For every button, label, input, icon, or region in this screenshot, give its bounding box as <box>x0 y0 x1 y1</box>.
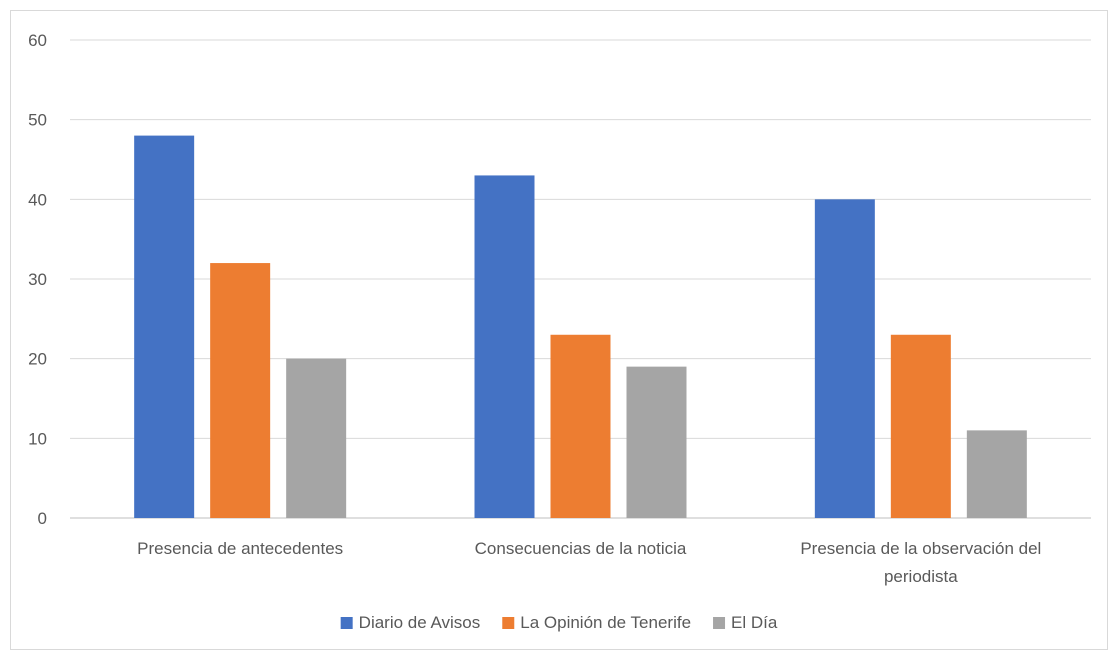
y-tick-label: 40 <box>28 190 47 209</box>
bar-el-d-a-1 <box>286 358 347 518</box>
y-tick-label: 20 <box>28 350 47 369</box>
bars <box>134 135 1027 519</box>
legend-swatch <box>713 617 726 629</box>
legend: Diario de Avisos La Opinión de Tenerife El… <box>340 613 778 632</box>
legend-label: El Día <box>731 613 778 632</box>
y-tick-label: 50 <box>28 111 47 130</box>
legend-item: Diario de Avisos <box>340 613 481 632</box>
y-tick-label: 60 <box>28 31 47 50</box>
bar-diario-de-avisos-3 <box>814 199 875 519</box>
y-tick-label: 30 <box>28 270 47 289</box>
legend-item: La Opinión de Tenerife <box>502 613 691 632</box>
legend-swatch <box>340 617 353 629</box>
bar-diario-de-avisos-1 <box>134 135 195 518</box>
bar-la-opini-n-de-tenerife-3 <box>890 334 951 518</box>
bar-diario-de-avisos-2 <box>474 175 535 518</box>
x-category-label: Consecuencias de la noticia <box>475 539 687 558</box>
y-axis-ticks: 0 10 20 30 40 50 60 <box>28 31 47 528</box>
bar-el-d-a-3 <box>966 430 1027 518</box>
legend-label: La Opinión de Tenerife <box>520 613 691 632</box>
bar-el-d-a-2 <box>626 366 687 518</box>
x-axis-categories: Presencia de antecedentes Consecuencias d… <box>137 539 1041 586</box>
legend-item: El Día <box>713 613 778 632</box>
x-category-label: Presencia de antecedentes <box>137 539 343 558</box>
bar-la-opini-n-de-tenerife-1 <box>210 263 271 518</box>
legend-label: Diario de Avisos <box>359 613 481 632</box>
legend-swatch <box>502 617 515 629</box>
y-tick-label: 0 <box>38 509 47 528</box>
x-category-label: Presencia de la observación del periodist… <box>800 539 1041 586</box>
bar-la-opini-n-de-tenerife-2 <box>550 334 611 518</box>
y-tick-label: 10 <box>28 429 47 448</box>
